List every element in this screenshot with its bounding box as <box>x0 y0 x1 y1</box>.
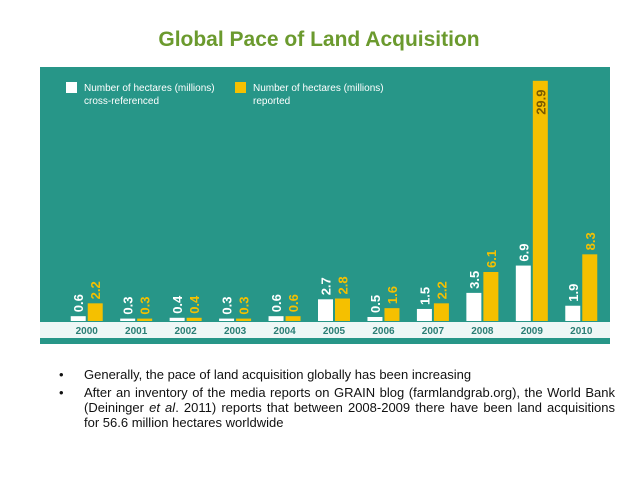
x-tick-label: 2002 <box>175 326 198 337</box>
bullet-dot: • <box>59 367 64 382</box>
bars: 0.62.20.3 0.3 0.4 0.4 0.3 0.3 0.6 0.62.7 2.80.5 1… <box>70 80 598 321</box>
x-tick-label: 2006 <box>372 326 395 337</box>
legend-label: cross-referenced <box>84 96 159 107</box>
x-tick-label: 2001 <box>125 326 148 337</box>
bar <box>268 316 284 321</box>
bar <box>137 318 153 321</box>
x-axis-band <box>40 322 610 338</box>
x-tick-label: 2000 <box>76 326 99 337</box>
bullet-2-italic: et al <box>149 400 176 415</box>
legend-label: Number of hectares (millions) <box>253 83 384 94</box>
bar <box>466 292 482 321</box>
bullet-2-prefix: After an inventory of the media reports … <box>84 385 615 415</box>
data-label: 2.2 <box>88 281 103 299</box>
bar <box>318 299 333 321</box>
bar <box>120 318 136 321</box>
bullet-list: • Generally, the pace of land acquisitio… <box>59 367 615 433</box>
data-label: 0.6 <box>269 294 284 312</box>
bar <box>186 317 202 321</box>
bar <box>70 316 86 321</box>
data-label: 0.3 <box>121 297 136 315</box>
data-label: 2.2 <box>434 281 449 299</box>
bar <box>532 80 548 321</box>
bullet-2-suffix: . 2011) reports that between 2008-2009 t… <box>84 400 615 430</box>
bullet-1-text: Generally, the pace of land acquisition … <box>84 367 472 382</box>
bullet-dot: • <box>59 385 64 400</box>
data-label: 6.9 <box>516 243 531 261</box>
bullet-2: • After an inventory of the media report… <box>59 385 615 430</box>
data-label: 2.8 <box>336 276 351 294</box>
data-label: 1.9 <box>566 284 581 302</box>
legend: Number of hectares (millions) cross-refer… <box>66 82 384 107</box>
legend-label: reported <box>253 96 290 107</box>
bar <box>433 303 449 321</box>
bar <box>565 305 581 321</box>
data-label: 0.6 <box>71 294 86 312</box>
data-label: 0.3 <box>237 297 252 315</box>
data-label: 3.5 <box>467 271 482 289</box>
data-label: 0.4 <box>170 295 185 314</box>
data-label: 6.1 <box>484 250 499 268</box>
bar <box>483 271 499 321</box>
bar <box>219 318 235 321</box>
x-tick-label: 2008 <box>471 326 494 337</box>
data-label: 0.3 <box>138 297 153 315</box>
legend-swatch <box>235 82 246 93</box>
chart: Number of hectares (millions) cross-refer… <box>40 67 610 344</box>
x-tick-label: 2003 <box>224 326 247 337</box>
bar <box>236 318 252 321</box>
data-label: 0.4 <box>187 295 202 314</box>
data-label: 29.9 <box>533 89 548 114</box>
chart-svg: Number of hectares (millions) cross-refer… <box>40 67 610 344</box>
bar <box>515 265 531 321</box>
bar <box>335 298 350 321</box>
legend-label: Number of hectares (millions) <box>84 83 215 94</box>
data-label: 8.3 <box>583 232 598 250</box>
slide-title: Global Pace of Land Acquisition <box>158 28 480 51</box>
x-tick-label: 2007 <box>422 326 445 337</box>
bar <box>384 308 400 321</box>
x-tick-label: 2005 <box>323 326 346 337</box>
data-label: 0.3 <box>220 297 235 315</box>
bar <box>87 303 103 321</box>
data-label: 0.6 <box>286 294 301 312</box>
data-label: 1.6 <box>385 286 400 304</box>
bar <box>582 254 598 321</box>
bullet-1: • Generally, the pace of land acquisitio… <box>59 367 615 382</box>
x-tick-label: 2010 <box>570 326 593 337</box>
chart-background <box>40 67 610 344</box>
bar <box>169 317 185 321</box>
bar <box>367 316 383 321</box>
data-label: 0.5 <box>368 295 383 313</box>
data-label: 2.7 <box>319 277 334 295</box>
x-tick-label: 2009 <box>521 326 544 337</box>
data-label: 1.5 <box>417 287 432 305</box>
bar <box>416 308 432 321</box>
x-axis-ticks: 2000 2001 2002 2003 2004 2005 2006 2007 2008 2009… <box>76 326 593 337</box>
x-tick-label: 2004 <box>273 326 296 337</box>
bar <box>285 316 301 321</box>
legend-swatch <box>66 82 77 93</box>
